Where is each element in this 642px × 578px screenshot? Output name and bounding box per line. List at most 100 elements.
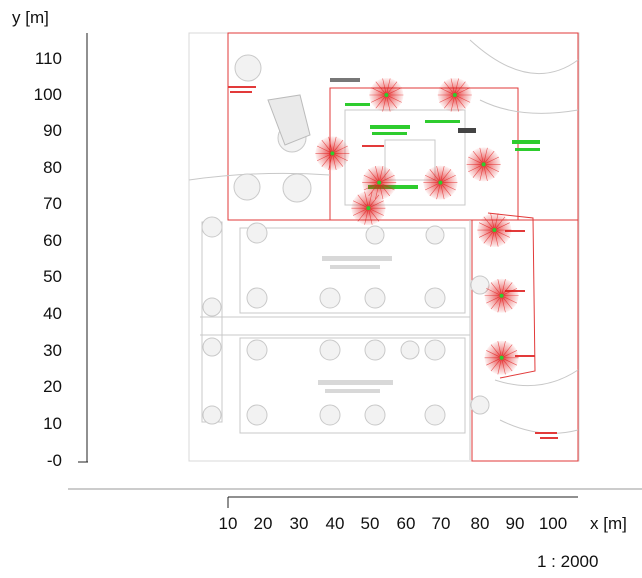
light-ray <box>368 207 380 222</box>
light-ray <box>501 344 513 358</box>
light-ray <box>436 165 441 183</box>
light-sources <box>315 78 519 375</box>
plan-lines <box>188 39 579 460</box>
y-axis-label: y [m] <box>12 8 49 27</box>
light-ray <box>370 94 387 103</box>
light-ray <box>497 357 502 375</box>
light-ray <box>483 147 488 165</box>
light-cone <box>484 278 519 313</box>
light-ray <box>454 94 466 109</box>
luminaire-marker <box>481 162 486 167</box>
light-ray <box>386 94 402 103</box>
light-ray <box>486 350 502 359</box>
bench <box>330 78 360 82</box>
light-ray <box>454 81 466 96</box>
light-ray <box>368 200 384 209</box>
light-ray <box>494 213 499 231</box>
light-ray <box>378 182 391 197</box>
light-ray <box>479 164 484 181</box>
hatched-element <box>458 128 476 133</box>
light-cone <box>369 78 404 112</box>
light-ray <box>490 295 502 310</box>
light-ray <box>468 156 484 165</box>
light-ray <box>501 282 513 296</box>
light-cone <box>484 340 519 375</box>
light-ray <box>352 207 369 216</box>
parking-area-text <box>318 256 393 393</box>
x-tick-label: 50 <box>360 514 380 533</box>
luminaire-marker <box>384 93 389 97</box>
light-ray <box>440 174 456 183</box>
light-ray <box>370 87 387 96</box>
light-ray <box>490 229 495 247</box>
light-ray <box>494 229 510 238</box>
y-tick-label: 110 <box>34 49 62 68</box>
light-ray <box>332 136 337 154</box>
small-building <box>267 94 311 146</box>
light-ray <box>440 169 452 183</box>
light-ray <box>501 350 518 359</box>
light-ray <box>316 145 333 154</box>
light-ray <box>472 150 484 165</box>
trees <box>201 54 490 426</box>
light-ray <box>479 147 484 165</box>
light-ray <box>386 94 391 112</box>
light-ray <box>375 94 387 109</box>
y-tick-label: 60 <box>43 231 62 250</box>
light-ray <box>478 222 495 231</box>
light-ray <box>357 207 369 222</box>
x-tick-label: 70 <box>431 514 451 533</box>
y-tick-label: 10 <box>43 414 62 433</box>
light-ray <box>501 357 506 375</box>
light-ray <box>332 153 348 162</box>
light-ray <box>378 169 391 183</box>
light-ray <box>490 344 502 358</box>
light-ray <box>478 229 495 238</box>
light-ray <box>332 145 348 154</box>
light-ray <box>429 182 441 197</box>
light-ray <box>386 94 398 109</box>
light-ray <box>490 357 502 372</box>
light-ray <box>440 182 456 191</box>
light-ray <box>375 165 380 183</box>
x-tick-label: 30 <box>289 514 309 533</box>
light-ray <box>494 229 506 244</box>
light-ray <box>378 165 384 183</box>
light-ray <box>494 222 510 231</box>
light-ray <box>486 357 502 366</box>
light-ray <box>368 169 380 183</box>
light-ray <box>497 295 502 313</box>
light-ray <box>363 182 380 191</box>
light-ray <box>436 182 441 200</box>
light-cone <box>477 213 512 248</box>
light-ray <box>490 213 495 231</box>
light-ray <box>352 200 369 209</box>
light-ray <box>497 341 502 358</box>
light-ray <box>439 87 455 96</box>
x-tick-label: 60 <box>396 514 416 533</box>
y-tick-label: 40 <box>43 304 62 323</box>
light-ray <box>382 94 387 112</box>
light-ray <box>439 94 455 103</box>
x-axis-label: x [m] <box>590 514 627 533</box>
light-ray <box>379 182 395 191</box>
light-ray <box>490 282 502 296</box>
light-ray <box>494 216 506 231</box>
y-tick-label: 30 <box>43 341 62 360</box>
light-ray <box>483 156 500 165</box>
light-ray <box>440 165 445 183</box>
light-ray <box>429 169 441 183</box>
luminaire-marker <box>492 228 497 233</box>
light-ray <box>468 164 484 172</box>
light-ray <box>497 279 502 296</box>
light-ray <box>483 164 495 178</box>
y-tick-label: 80 <box>43 158 62 177</box>
light-ray <box>368 208 373 225</box>
light-ray <box>501 295 513 310</box>
light-ray <box>386 78 391 96</box>
luminaire-marker <box>452 93 457 97</box>
x-tick-label: 10 <box>218 514 238 533</box>
light-ray <box>483 164 500 172</box>
light-ray <box>501 295 506 313</box>
light-ray <box>316 153 333 162</box>
